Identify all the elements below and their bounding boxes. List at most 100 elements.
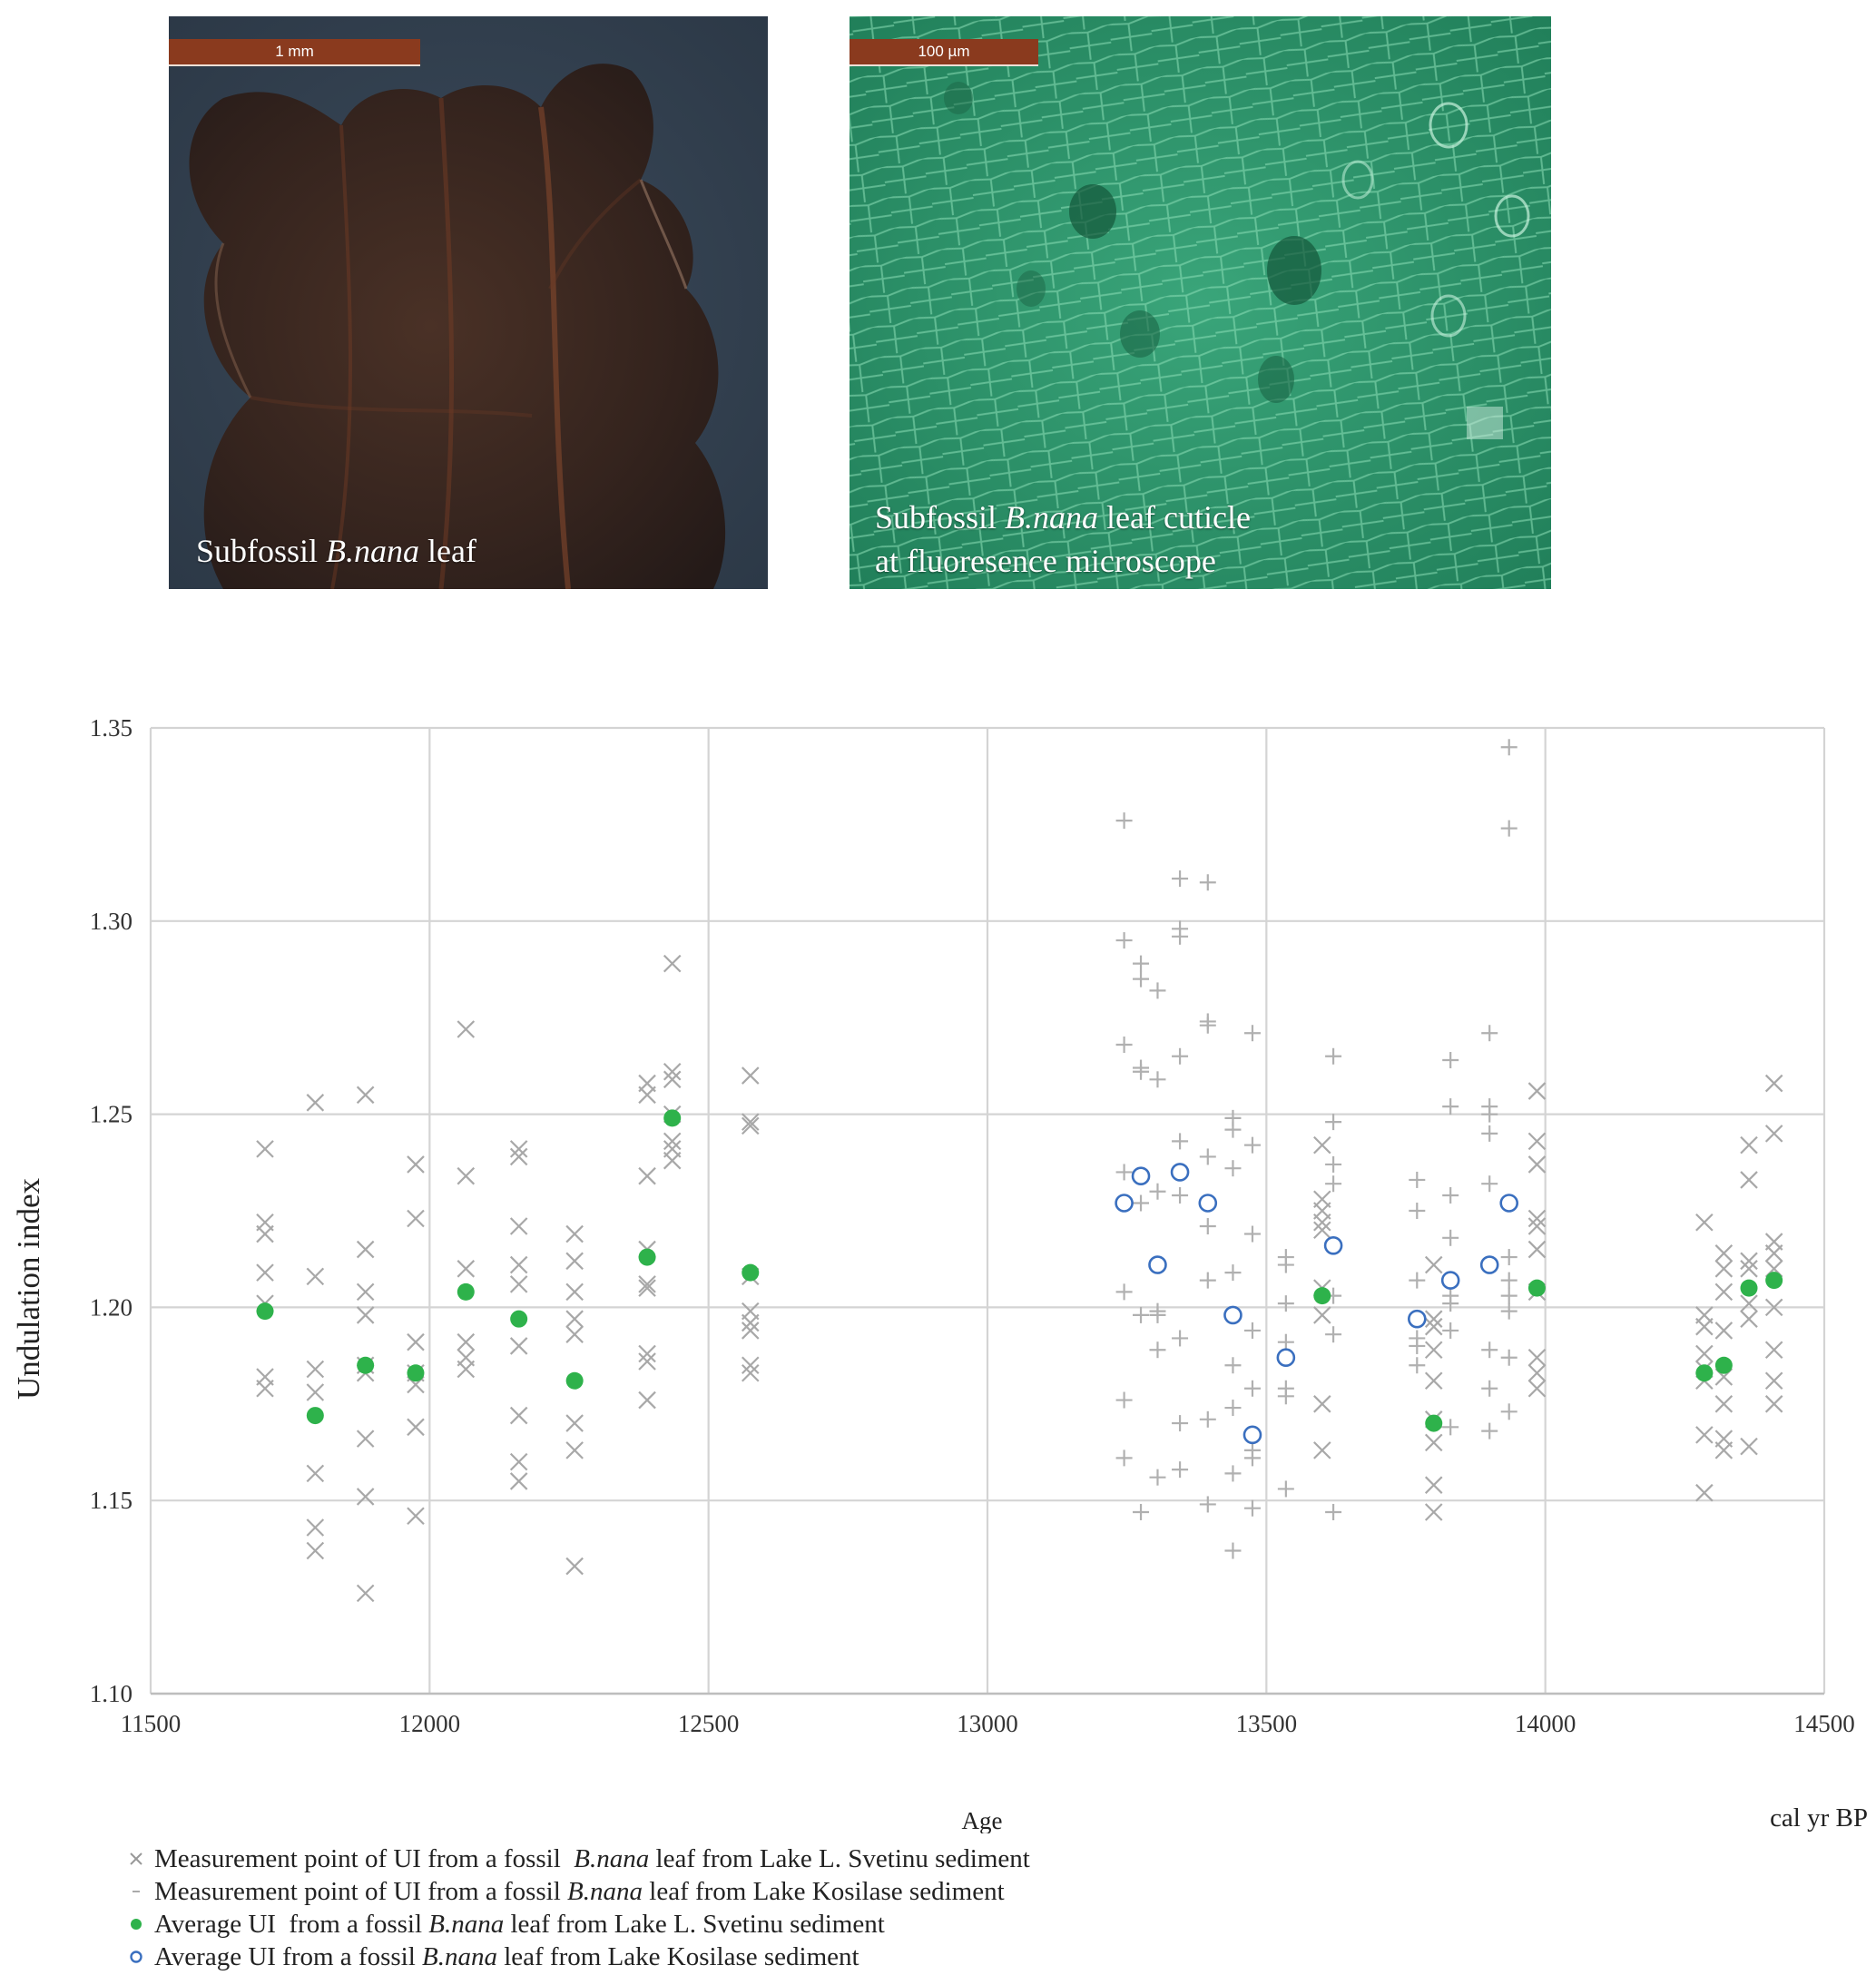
leaf-scale-bar: 1 mm [169,39,420,66]
svetinu-measurement-point [1527,1209,1547,1228]
svetinu-measurement-point [1527,1132,1547,1151]
legend-species: B.nana [567,1877,643,1906]
svetinu-measurement-point [1313,1441,1331,1459]
legend-species: B.nana [574,1844,650,1873]
kosilase-measurement-point [1481,1422,1498,1440]
legend-label: Average UI from a fossil B.nana leaf fro… [154,1941,859,1973]
svetinu-measurement-point [1714,1322,1734,1340]
caption-text: Subfossil [196,533,327,569]
svetinu-measurement-point [457,1360,476,1379]
svetinu-measurement-point [1740,1135,1758,1155]
svetinu-measurement-point [638,1390,656,1410]
svetinu-measurement-point [1714,1395,1734,1413]
svetinu-measurement-point [1714,1282,1734,1302]
kosilase-measurement-point [1325,1503,1342,1520]
kosilase-measurement-point [1115,812,1133,830]
kosilase-measurement-point [1481,1175,1498,1193]
legend-symbol-icon [118,1949,154,1965]
kosilase-measurement-point [1133,1194,1150,1212]
kosilase-measurement-point [1133,1306,1150,1323]
svetinu-measurement-point [1764,1074,1783,1093]
svetinu-measurement-point [509,1255,528,1274]
kosilase-measurement-point [1133,955,1150,972]
kosilase-measurement-point [1442,1186,1459,1204]
kosilase-measurement-point [1500,1249,1517,1266]
kosilase-measurement-point [1224,1465,1242,1482]
svetinu-average-point [1740,1279,1758,1297]
kosilase-measurement-point [1500,739,1517,756]
kosilase-measurement-point [1172,928,1189,945]
kosilase-measurement-point [1481,1106,1498,1123]
kosilase-average-point [1407,1309,1427,1329]
svetinu-measurement-point [256,1224,274,1243]
cuticle-image [850,16,1551,589]
kosilase-measurement-point [1481,1025,1498,1042]
kosilase-measurement-point [1409,1337,1426,1354]
svetinu-measurement-point [1740,1252,1758,1271]
svetinu-measurement-point [741,1363,760,1382]
legend-label: Measurement point of UI from a fossil B.… [154,1875,1005,1908]
kosilase-measurement-point [1442,1052,1459,1069]
kosilase-measurement-point [1115,1391,1133,1409]
kosilase-measurement-point [1277,1256,1294,1273]
kosilase-measurement-point [1172,870,1189,887]
svetinu-measurement-point [1714,1260,1734,1278]
svetinu-average-point [457,1282,475,1301]
svetinu-measurement-point [1714,1244,1734,1263]
svetinu-measurement-point [565,1310,584,1328]
caption-species: B.nana [1005,499,1099,536]
kosilase-average-point [1276,1348,1296,1368]
svetinu-measurement-point [306,1360,325,1379]
legend-item: Measurement point of UI from a fossil B.… [118,1843,1030,1875]
kosilase-measurement-point [1481,1125,1498,1142]
caption-text: Subfossil [875,499,1006,536]
svetinu-measurement-point [356,1086,375,1105]
kosilase-measurement-point [1442,1322,1459,1339]
svetinu-average-point [357,1356,375,1374]
svetinu-measurement-point [1764,1341,1783,1359]
kosilase-measurement-point [1149,1071,1166,1088]
svetinu-measurement-point [407,1155,425,1174]
svetinu-measurement-point [638,1086,656,1105]
svetinu-measurement-point [306,1518,325,1537]
legend-symbol-icon [118,1916,154,1932]
svetinu-measurement-point [741,1116,760,1135]
svetinu-measurement-point [509,1452,528,1471]
kosilase-measurement-point [1500,820,1517,837]
svetinu-measurement-point [306,1464,325,1483]
caption-species: B.nana [326,533,420,569]
svetinu-measurement-point [1527,1363,1547,1382]
kosilase-measurement-point [1149,1183,1166,1200]
svetinu-measurement-point [1424,1255,1443,1274]
svetinu-measurement-point [1714,1441,1734,1459]
kosilase-measurement-point [1442,1419,1459,1436]
legend-text-part: Measurement point of UI from a fossil [154,1844,575,1873]
svetinu-measurement-point [356,1584,375,1603]
kosilase-measurement-point [1172,1133,1189,1150]
y-tick-label: 1.30 [90,908,133,935]
svetinu-measurement-point [407,1332,425,1351]
kosilase-measurement-point [1243,1225,1261,1243]
legend-label: Measurement point of UI from a fossil B.… [154,1843,1030,1875]
kosilase-measurement-point [1224,1357,1242,1374]
legend-text-part: leaf from Lake L. Svetinu sediment [504,1910,885,1939]
svetinu-measurement-point [663,954,682,973]
kosilase-measurement-point [1115,932,1133,949]
kosilase-measurement-point [1409,1272,1426,1289]
caption-text: leaf [419,533,476,569]
kosilase-average-point [1323,1236,1343,1255]
caption-text: at fluoresence microscope [875,543,1216,579]
x-tick-label: 12000 [399,1710,461,1737]
svetinu-measurement-point [256,1140,274,1158]
legend-text-part: leaf from Lake L. Svetinu sediment [649,1844,1030,1873]
svetinu-average-point [1765,1272,1783,1290]
legend-species: B.nana [428,1910,505,1939]
svetinu-measurement-point [509,1147,528,1166]
kosilase-measurement-point [1199,1017,1216,1034]
svetinu-average-point [1714,1356,1733,1374]
svetinu-measurement-point [457,1332,476,1351]
kosilase-measurement-point [1325,1047,1342,1065]
x-axis-unit: cal yr BP [1770,1803,1868,1833]
kosilase-average-point [1223,1305,1242,1325]
legend-item: Average UI from a fossil B.nana leaf fro… [118,1941,1030,1973]
